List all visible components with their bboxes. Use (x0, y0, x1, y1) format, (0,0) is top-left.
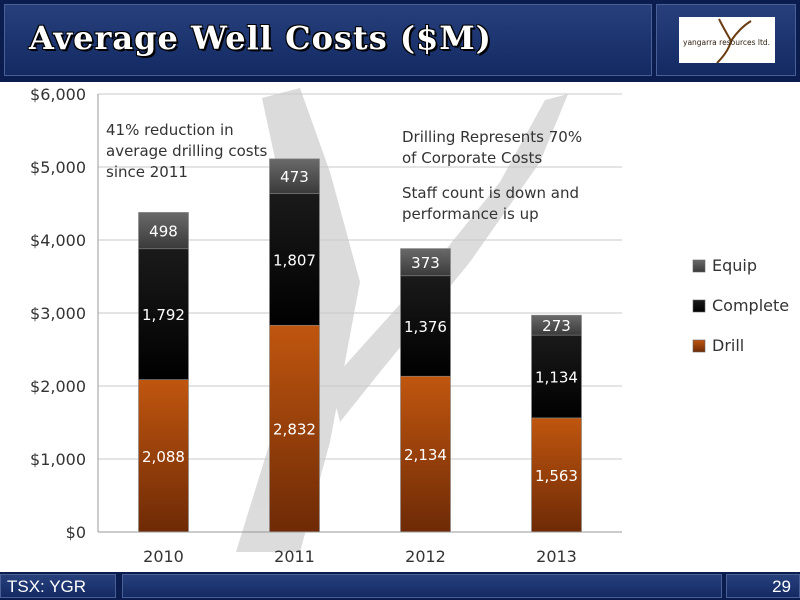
y-tick-label: $1,000 (30, 450, 86, 469)
data-label: 2,088 (142, 448, 185, 466)
bar-complete (531, 334, 582, 419)
bar-equip (269, 158, 320, 194)
footer-page-panel: 29 (726, 574, 800, 598)
page-number: 29 (772, 577, 791, 596)
company-logo: yangarra resources ltd. (679, 17, 775, 63)
bar-equip (531, 314, 582, 336)
bar-drill (269, 324, 320, 533)
legend-label: Complete (712, 296, 789, 315)
bar-equip (138, 212, 189, 250)
bar-equip (400, 248, 451, 277)
y-tick-label: $2,000 (30, 377, 86, 396)
well-cost-chart: $0 $1,000 $2,000 $3,000 $4,000 $5,000 $6,000 2… (30, 85, 789, 566)
slide-title: Average Well Costs ($M) (29, 19, 492, 57)
y-tick-label: $3,000 (30, 304, 86, 323)
legend: Equip Complete Drill (692, 256, 789, 355)
annotation-line: average drilling costs (106, 142, 268, 160)
legend-label: Equip (712, 256, 757, 275)
x-tick-label: 2013 (536, 547, 577, 566)
annotation-line: Staff count is down and (402, 184, 579, 202)
logo-panel: yangarra resources ltd. (656, 4, 796, 76)
annotation-line: Drilling Represents 70% (402, 128, 583, 146)
bar-complete (400, 275, 451, 377)
legend-swatch (692, 339, 706, 353)
annotation-reduction: 41% reduction in average drilling costs … (106, 120, 267, 183)
annotation-corporate: Drilling Represents 70% of Corporate Cos… (402, 127, 582, 169)
x-tick-label: 2010 (143, 547, 184, 566)
annotation-line: performance is up (402, 205, 539, 223)
legend-swatch (692, 259, 706, 273)
x-axis: 2010 2011 2012 2013 (98, 531, 622, 566)
bar-drill (531, 417, 582, 533)
y-tick-label: $4,000 (30, 231, 86, 250)
data-label: 2,134 (404, 446, 447, 464)
data-label: 498 (149, 223, 178, 241)
bar-complete (138, 248, 189, 380)
data-label: 473 (280, 168, 309, 186)
header-divider (0, 80, 800, 82)
bar-series: 2,088 1,792 498 2,832 1,807 473 2,134 1,376 373 1… (138, 158, 582, 533)
data-label: 1,807 (273, 251, 316, 269)
bar-drill (138, 379, 189, 533)
data-label: 1,134 (535, 369, 578, 387)
data-label: 1,376 (404, 318, 447, 336)
footer-middle-panel (122, 574, 722, 598)
y-axis: $0 $1,000 $2,000 $3,000 $4,000 $5,000 $6,000 (30, 85, 99, 542)
data-label: 273 (542, 317, 571, 335)
logo-text: yangarra resources ltd. (683, 38, 771, 47)
x-tick-label: 2012 (405, 547, 446, 566)
data-label: 1,792 (142, 306, 185, 324)
y-tick-label: $0 (66, 523, 86, 542)
y-tick-label: $6,000 (30, 85, 86, 104)
bar-complete (269, 193, 320, 326)
annotation-line: of Corporate Costs (402, 149, 543, 167)
annotation-staff: Staff count is down and performance is u… (402, 183, 579, 225)
title-panel: Average Well Costs ($M) (4, 4, 652, 76)
bar-drill (400, 375, 451, 533)
annotation-line: since 2011 (106, 163, 188, 181)
data-label: 2,832 (273, 421, 316, 439)
data-label: 373 (411, 254, 440, 272)
footer-ticker-panel: TSX: YGR (0, 574, 116, 598)
logo-mark-icon (716, 18, 752, 63)
y-tick-label: $5,000 (30, 158, 86, 177)
legend-swatch (692, 299, 706, 313)
x-tick-label: 2011 (274, 547, 315, 566)
legend-label: Drill (712, 336, 744, 355)
footer-bar: TSX: YGR 29 (0, 572, 800, 600)
ticker-symbol: TSX: YGR (7, 577, 87, 596)
data-label: 1,563 (535, 467, 578, 485)
annotation-line: 41% reduction in (106, 121, 234, 139)
